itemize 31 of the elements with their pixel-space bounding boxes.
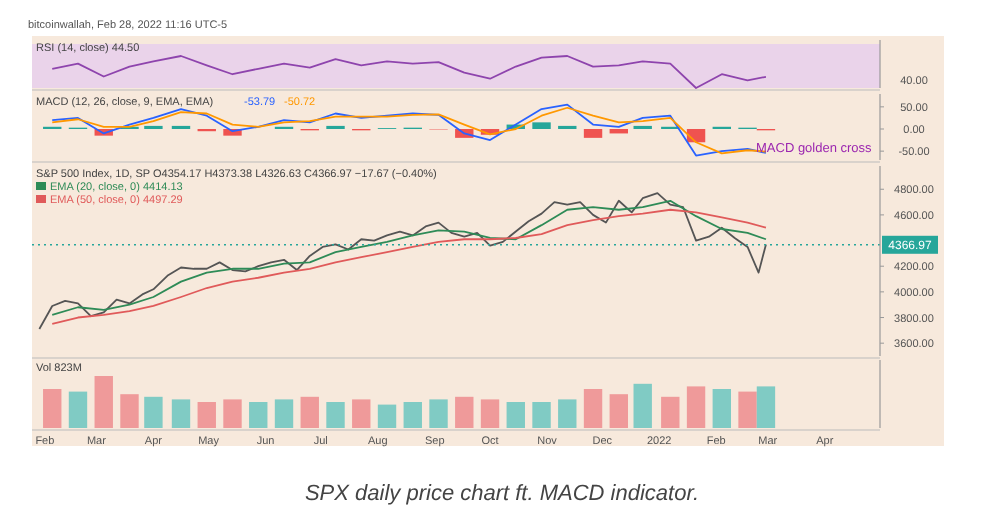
bar: [429, 399, 448, 428]
bar: [756, 386, 776, 428]
bar: [403, 402, 422, 428]
line-series: [38, 192, 767, 330]
bar: [633, 383, 652, 428]
bar: [249, 402, 268, 428]
bar: [583, 389, 603, 428]
bar: [274, 399, 294, 428]
bar: [326, 402, 345, 428]
bar: [480, 399, 500, 428]
bar: [197, 402, 216, 428]
bar: [661, 396, 680, 428]
bar: [506, 402, 525, 428]
bar: [532, 402, 551, 428]
bar: [171, 399, 191, 428]
bar: [352, 399, 371, 428]
bar: [144, 396, 163, 428]
bar: [686, 386, 706, 428]
bar: [558, 399, 577, 428]
bar: [68, 391, 88, 428]
bar: [712, 389, 731, 428]
bar: [300, 396, 319, 428]
bar: [120, 394, 139, 428]
bar: [94, 376, 113, 428]
text: SPX daily price chart ft. MACD indicator.: [304, 482, 700, 506]
bar: [377, 404, 397, 428]
bar: [738, 391, 757, 428]
bar: [455, 396, 474, 428]
bar: [223, 399, 242, 428]
bar: [609, 394, 628, 428]
bar: [43, 389, 62, 428]
